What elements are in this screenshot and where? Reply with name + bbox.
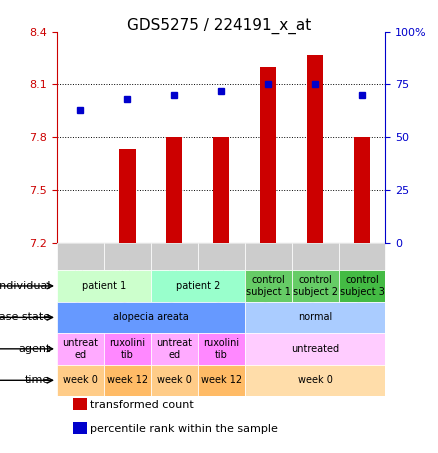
Bar — [74, 398, 87, 410]
Text: week 12: week 12 — [201, 375, 242, 386]
FancyBboxPatch shape — [198, 333, 245, 365]
Text: GDS5275 / 224191_x_at: GDS5275 / 224191_x_at — [127, 18, 311, 34]
Text: transformed count: transformed count — [90, 400, 194, 410]
Bar — [74, 422, 87, 434]
FancyBboxPatch shape — [151, 365, 198, 396]
Text: alopecia areata: alopecia areata — [113, 313, 189, 323]
Text: agent: agent — [18, 344, 50, 354]
FancyBboxPatch shape — [57, 302, 245, 333]
Text: untreat
ed: untreat ed — [156, 338, 192, 360]
Text: patient 2: patient 2 — [176, 281, 220, 291]
FancyBboxPatch shape — [292, 270, 339, 302]
Bar — [213, 137, 230, 243]
FancyBboxPatch shape — [198, 243, 245, 270]
FancyBboxPatch shape — [245, 365, 385, 396]
FancyBboxPatch shape — [245, 243, 292, 270]
Text: patient 1: patient 1 — [82, 281, 126, 291]
Bar — [354, 137, 370, 243]
Text: ruxolini
tib: ruxolini tib — [109, 338, 145, 360]
FancyBboxPatch shape — [57, 270, 151, 302]
Text: week 0: week 0 — [157, 375, 192, 386]
FancyBboxPatch shape — [57, 243, 104, 270]
Bar — [260, 67, 276, 243]
Text: control
subject 2: control subject 2 — [293, 275, 338, 297]
FancyBboxPatch shape — [245, 302, 385, 333]
FancyBboxPatch shape — [151, 243, 198, 270]
Bar — [119, 149, 135, 243]
Text: week 12: week 12 — [107, 375, 148, 386]
Text: control
subject 3: control subject 3 — [339, 275, 385, 297]
Text: percentile rank within the sample: percentile rank within the sample — [90, 424, 278, 434]
Text: untreat
ed: untreat ed — [62, 338, 99, 360]
Bar — [166, 137, 183, 243]
FancyBboxPatch shape — [57, 365, 104, 396]
Text: individual: individual — [0, 281, 50, 291]
Bar — [307, 54, 323, 243]
FancyBboxPatch shape — [292, 243, 339, 270]
FancyBboxPatch shape — [339, 270, 385, 302]
FancyBboxPatch shape — [104, 243, 151, 270]
Text: week 0: week 0 — [297, 375, 332, 386]
Text: week 0: week 0 — [63, 375, 98, 386]
FancyBboxPatch shape — [151, 270, 245, 302]
Text: time: time — [25, 375, 50, 386]
FancyBboxPatch shape — [104, 333, 151, 365]
Text: ruxolini
tib: ruxolini tib — [203, 338, 239, 360]
FancyBboxPatch shape — [245, 270, 292, 302]
Text: normal: normal — [298, 313, 332, 323]
FancyBboxPatch shape — [245, 333, 385, 365]
Text: disease state: disease state — [0, 313, 50, 323]
Text: untreated: untreated — [291, 344, 339, 354]
FancyBboxPatch shape — [104, 365, 151, 396]
Text: control
subject 1: control subject 1 — [246, 275, 290, 297]
FancyBboxPatch shape — [339, 243, 385, 270]
FancyBboxPatch shape — [151, 333, 198, 365]
FancyBboxPatch shape — [57, 333, 104, 365]
FancyBboxPatch shape — [198, 365, 245, 396]
